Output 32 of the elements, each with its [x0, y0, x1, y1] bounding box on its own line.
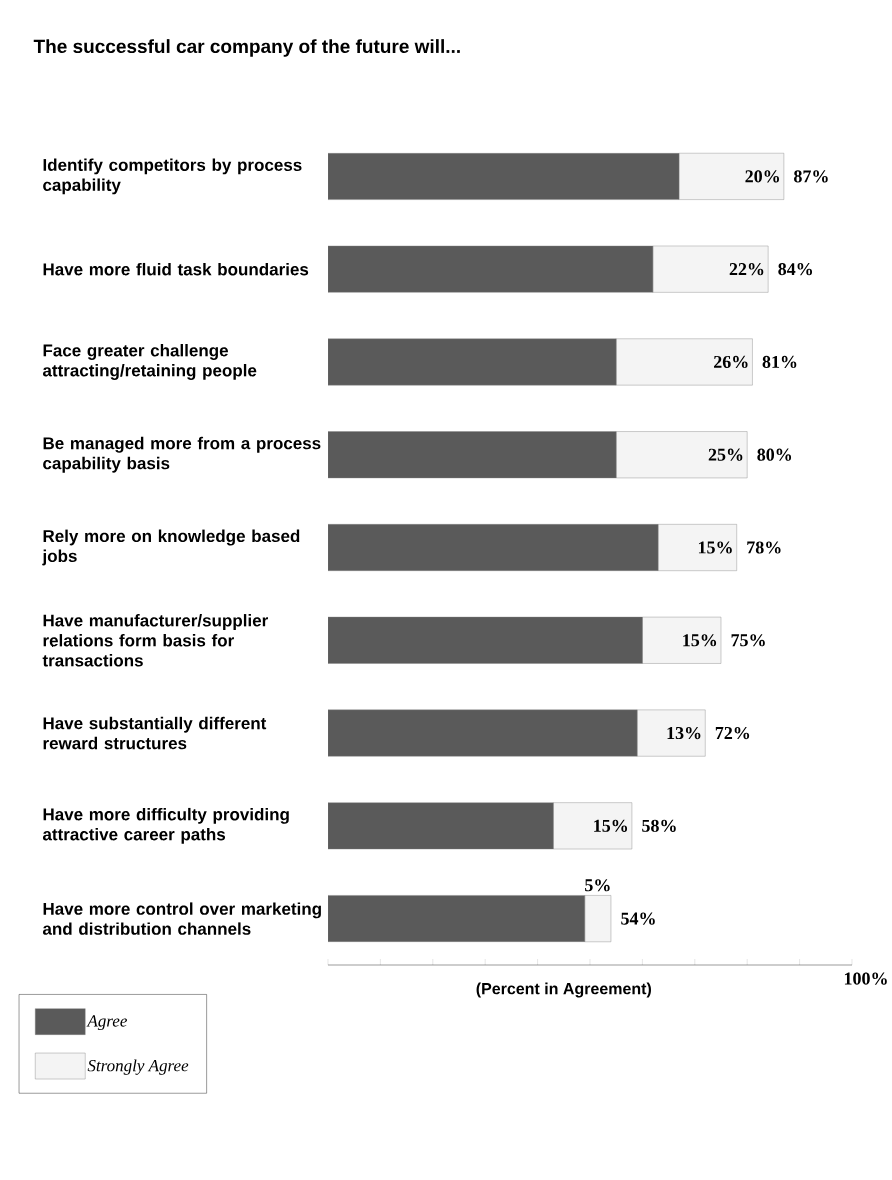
data-label: 15%: [594, 819, 628, 832]
y-tick-label: Face greater challenge attracting/retaining people: [43, 344, 257, 380]
total-label: 72%: [715, 726, 750, 740]
data-label: 15%: [699, 541, 732, 554]
y-tick-label: Have more fluid task boundaries: [43, 262, 309, 276]
data-label: 15%: [683, 634, 717, 647]
data-label: 5%: [585, 879, 610, 892]
total-label: 58%: [642, 819, 676, 832]
total-label: 84%: [778, 263, 813, 276]
data-label: 13%: [667, 726, 701, 740]
y-tick-label: Have more control over marketing and distribution channels: [43, 902, 322, 935]
data-label: 26%: [714, 355, 748, 369]
total-label: 87%: [794, 170, 828, 183]
data-label: 22%: [729, 263, 764, 276]
chart-title: The successful car company of the future will...: [33, 39, 460, 57]
y-tick-label: Rely more on knowledge based jobs: [42, 529, 300, 566]
y-tick-label: Identify competitors by process capability: [43, 158, 302, 195]
legend-label: Strongly Agree: [87, 1059, 189, 1075]
total-label: 80%: [757, 448, 792, 461]
y-tick-label: Have more difficulty providing attractive career paths: [43, 807, 289, 844]
text: 100%: [845, 972, 887, 985]
total-label: 78%: [747, 541, 781, 554]
data-label: 25%: [708, 448, 743, 461]
data-label: 20%: [745, 170, 780, 183]
total-label: 81%: [762, 355, 797, 369]
y-tick-label: Have substantially different reward structures: [43, 716, 267, 750]
total-label: 54%: [621, 912, 655, 925]
x-axis-title: (Percent in Agreement): [476, 982, 652, 998]
y-tick-label: Have manufacturer/supplier relations form basis for transactions: [42, 614, 269, 667]
total-label: 75%: [731, 634, 765, 647]
y-tick-label: Be managed more from a process capability basis: [43, 436, 321, 473]
legend-label: Agree: [86, 1015, 128, 1031]
